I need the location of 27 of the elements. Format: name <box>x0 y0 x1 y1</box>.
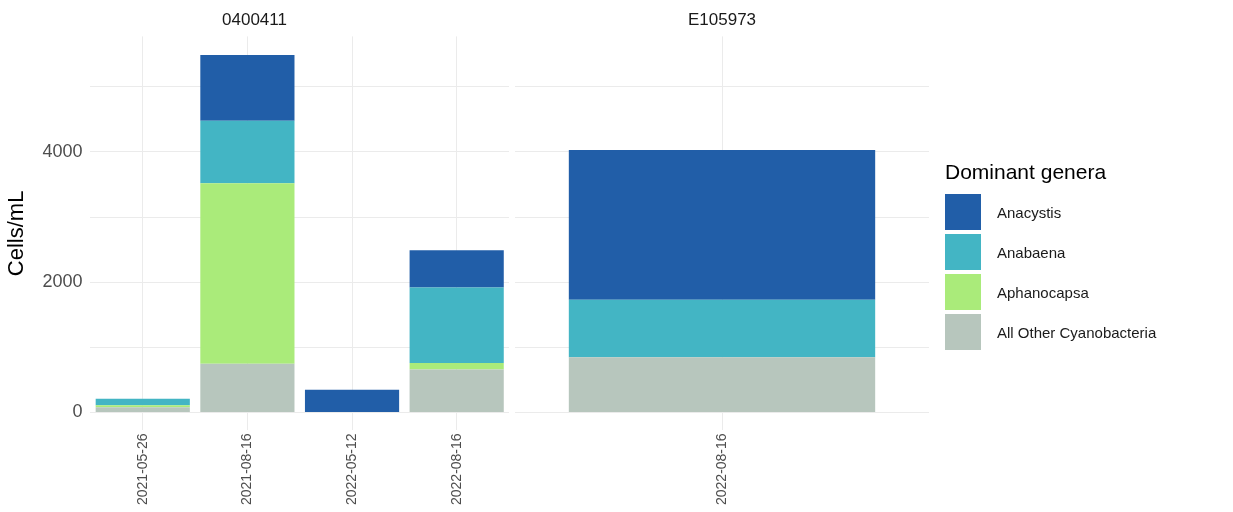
bar <box>409 369 504 412</box>
legend-label: Aphanocapsa <box>997 283 1089 301</box>
y-tick-label: 2000 <box>42 271 83 292</box>
legend-title: Dominant genera <box>945 160 1108 184</box>
y-axis-title: Cells/mL <box>3 190 29 277</box>
x-tick-label: 2021-08-16 <box>238 433 255 506</box>
legend-label: Anabaena <box>997 243 1066 261</box>
x-tick-label: 2022-05-12 <box>342 433 359 506</box>
x-tick-label: 2022-08-16 <box>447 433 464 506</box>
bar <box>409 287 504 363</box>
x-tick-label: 2022-08-16 <box>712 433 729 506</box>
bar <box>200 183 295 364</box>
legend-label: Anacystis <box>997 203 1062 221</box>
bar <box>200 54 295 121</box>
bar <box>304 389 400 412</box>
y-tick-label: 0 <box>72 401 83 422</box>
y-tick-label: 4000 <box>42 140 83 161</box>
bar <box>95 407 190 412</box>
bar <box>409 250 504 288</box>
x-tick-label: 2021-05-26 <box>133 433 150 506</box>
legend-label: All Other Cyanobacteria <box>997 323 1157 341</box>
bar <box>200 363 295 412</box>
chart-title: E105973 <box>687 9 757 29</box>
bar <box>409 362 504 370</box>
bar <box>95 398 190 406</box>
chart-title: 0400411 <box>222 9 287 29</box>
bar <box>200 120 295 184</box>
